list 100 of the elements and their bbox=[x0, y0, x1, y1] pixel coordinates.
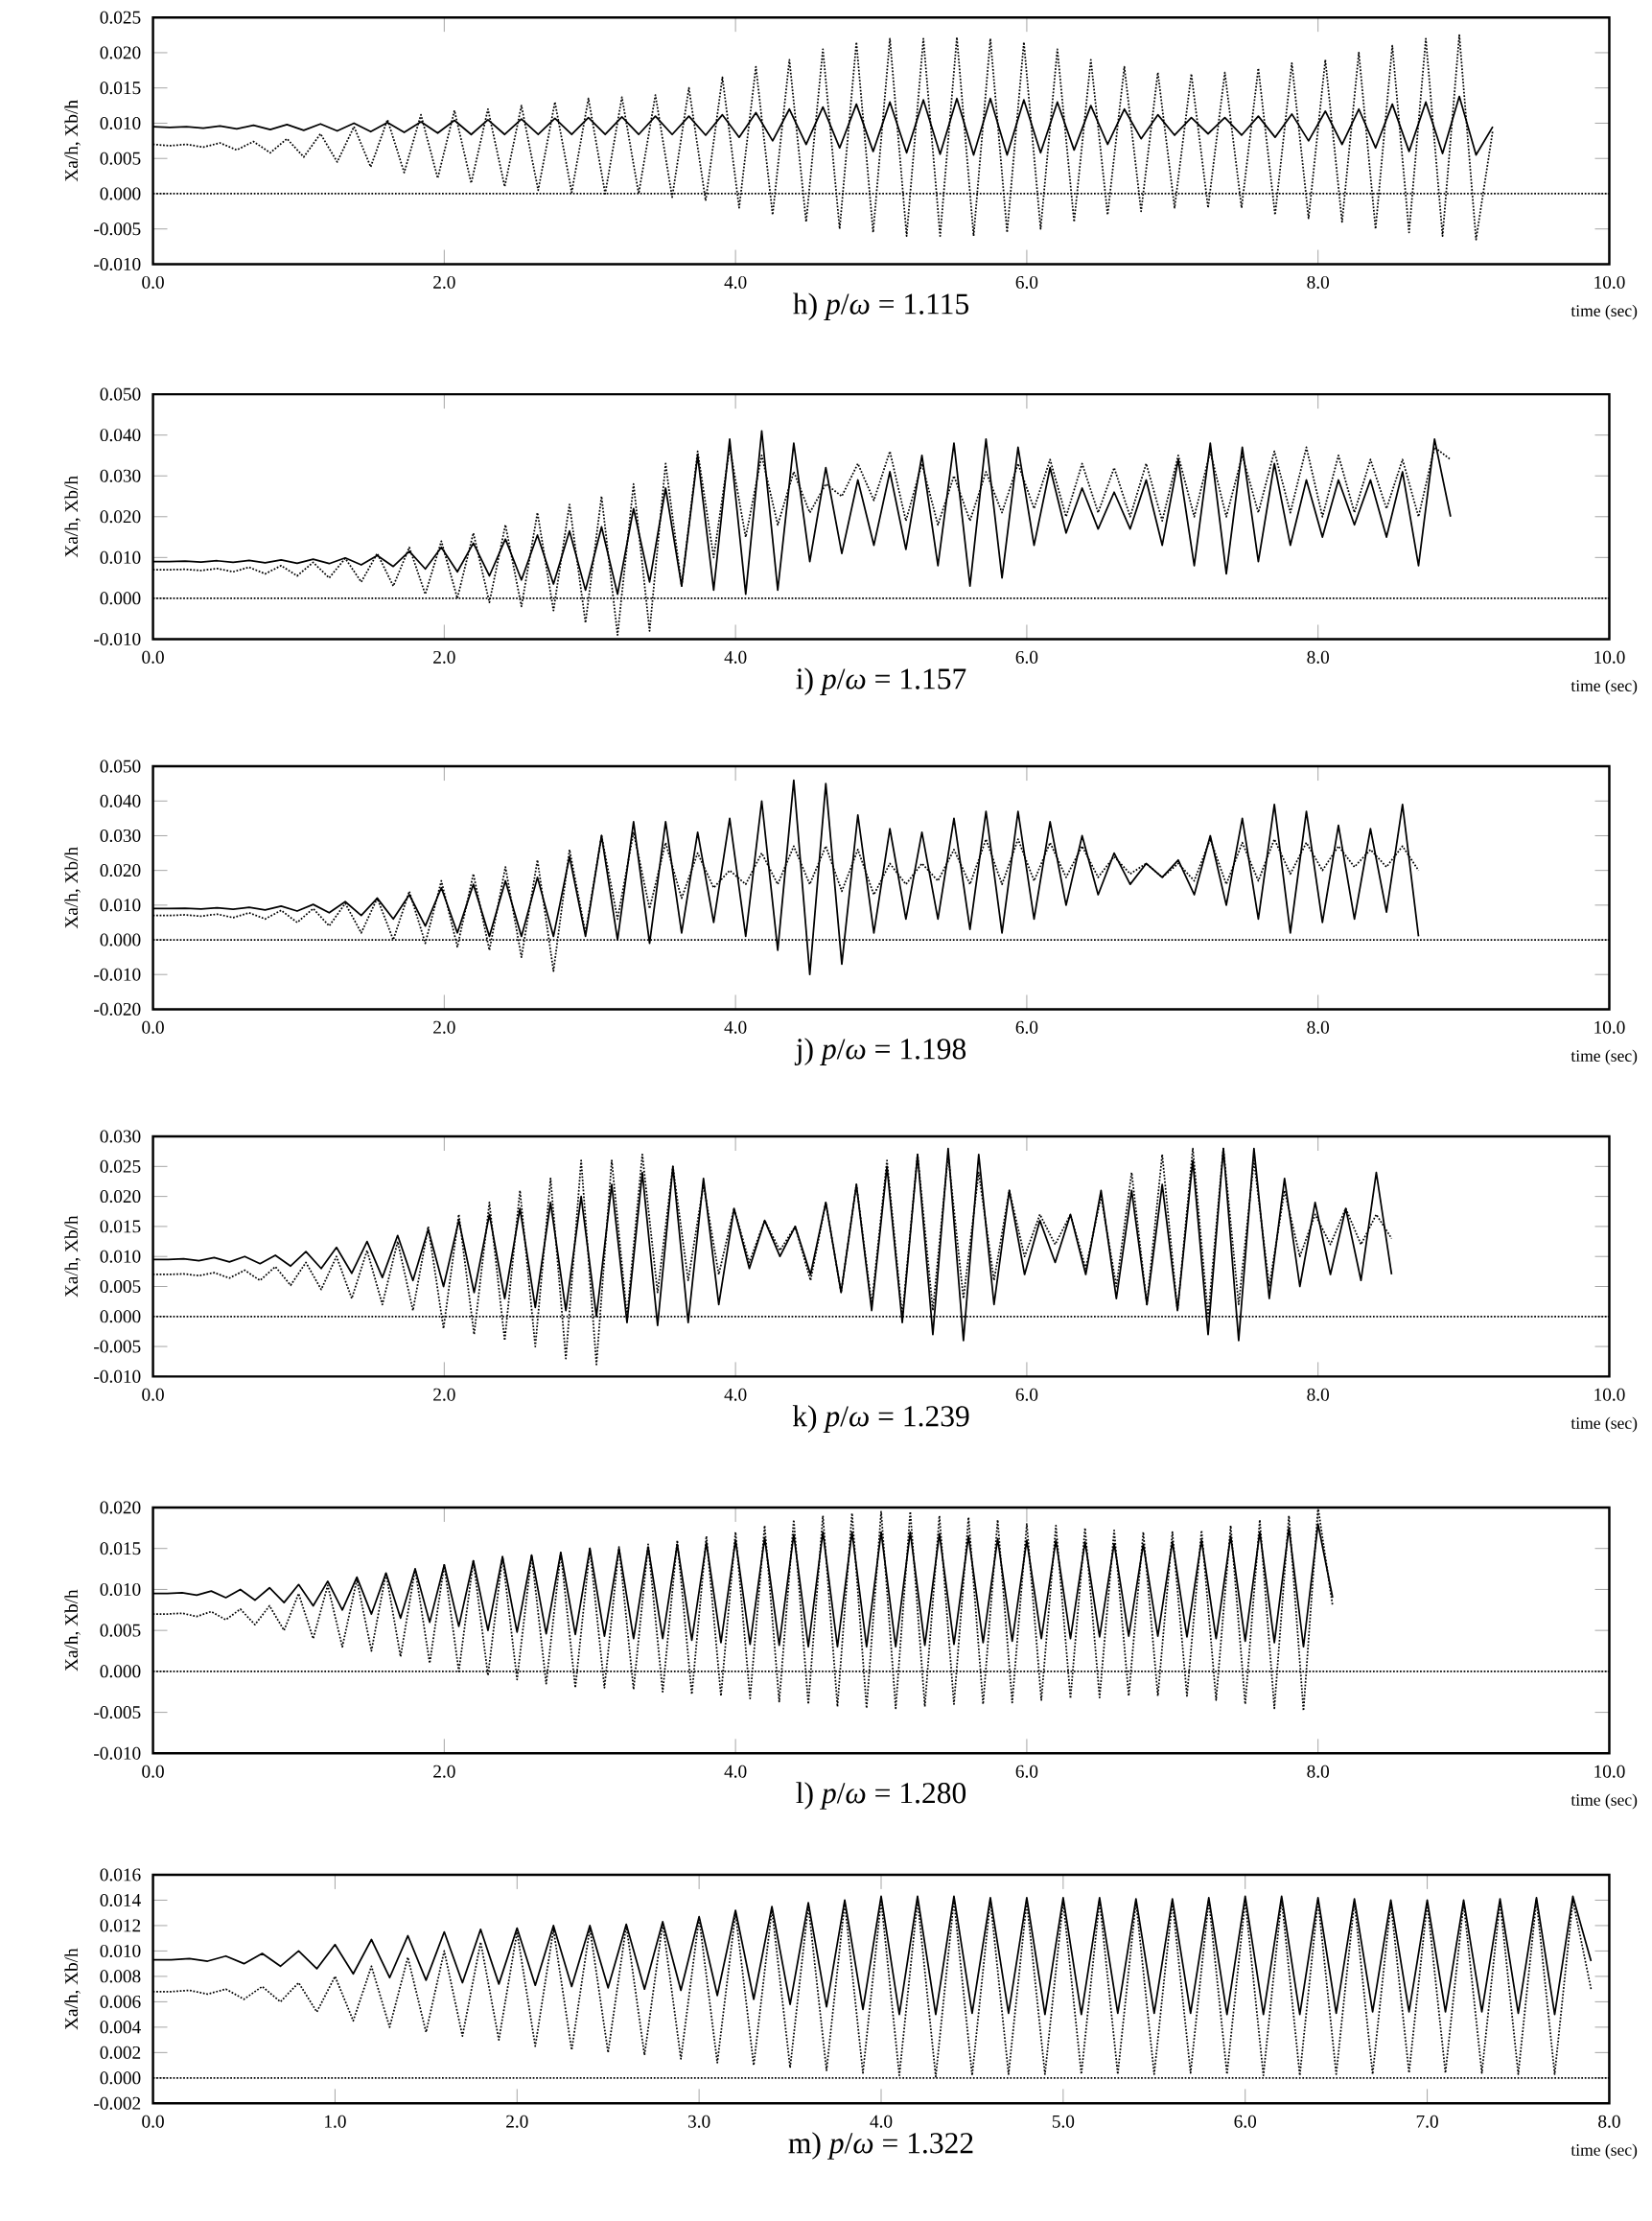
text: h) p/ω = 1.115 bbox=[793, 292, 968, 320]
y-tick-label: -0.020 bbox=[93, 1002, 141, 1016]
y-tick-label: 0.030 bbox=[100, 469, 141, 482]
y-tick-label: -0.005 bbox=[93, 222, 141, 236]
x-tick-label: 8.0 bbox=[1597, 2115, 1620, 2128]
y-axis-title: Xa/h, Xb/h bbox=[64, 847, 81, 929]
x-tick-label: 0.0 bbox=[142, 1020, 164, 1034]
x-tick-label: 0.0 bbox=[142, 1765, 164, 1778]
y-tick-label: 0.006 bbox=[100, 1995, 141, 2008]
x-tick-label: 10.0 bbox=[1594, 650, 1625, 664]
y-tick-label: -0.010 bbox=[93, 257, 141, 271]
y-tick-label: 0.050 bbox=[100, 387, 141, 401]
x-tick-label: 4.0 bbox=[724, 275, 747, 289]
y-tick-label: 0.025 bbox=[100, 1159, 141, 1173]
y-tick-label: 0.010 bbox=[100, 1250, 141, 1263]
y-tick-label: 0.010 bbox=[100, 116, 141, 130]
text: j) p/ω = 1.198 bbox=[794, 1038, 966, 1065]
y-tick-label: 0.000 bbox=[100, 187, 141, 200]
x-tick-label: 8.0 bbox=[1307, 1020, 1329, 1034]
x-tick-label: 6.0 bbox=[1015, 1020, 1038, 1034]
y-tick-label: 0.005 bbox=[100, 152, 141, 165]
text: m) p/ω = 1.322 bbox=[788, 2132, 973, 2160]
y-tick-label: 0.010 bbox=[100, 899, 141, 912]
y-tick-label: 0.040 bbox=[100, 429, 141, 442]
x-tick-label: 2.0 bbox=[432, 1765, 455, 1778]
y-tick-label: -0.010 bbox=[93, 632, 141, 645]
y-tick-label: 0.030 bbox=[100, 1130, 141, 1143]
y-tick-label: 0.020 bbox=[100, 46, 141, 59]
text: l) p/ω = 1.280 bbox=[796, 1782, 966, 1810]
y-tick-label: 0.005 bbox=[100, 1624, 141, 1637]
y-tick-label: 0.050 bbox=[100, 760, 141, 773]
text: i) p/ω = 1.157 bbox=[796, 667, 966, 695]
y-tick-label: 0.000 bbox=[100, 1310, 141, 1323]
y-tick-label: 0.015 bbox=[100, 1220, 141, 1233]
x-axis-title: time (sec) bbox=[1571, 1049, 1638, 1065]
y-tick-label: 0.008 bbox=[100, 1970, 141, 1983]
y-axis-title: Xa/h, Xb/h bbox=[64, 1215, 81, 1298]
y-tick-label: 0.016 bbox=[100, 1868, 141, 1882]
x-tick-label: 4.0 bbox=[724, 1020, 747, 1034]
x-tick-label: 4.0 bbox=[724, 650, 747, 664]
x-tick-label: 2.0 bbox=[505, 2115, 528, 2128]
x-tick-label: 7.0 bbox=[1416, 2115, 1438, 2128]
x-tick-label: 0.0 bbox=[142, 275, 164, 289]
y-tick-label: -0.010 bbox=[93, 1369, 141, 1383]
x-tick-label: 10.0 bbox=[1594, 1765, 1625, 1778]
y-axis-title: Xa/h, Xb/h bbox=[64, 1589, 81, 1672]
x-tick-label: 6.0 bbox=[1015, 650, 1038, 664]
x-tick-label: 10.0 bbox=[1594, 1388, 1625, 1401]
x-tick-label: 6.0 bbox=[1015, 1388, 1038, 1401]
x-tick-label: 4.0 bbox=[724, 1388, 747, 1401]
y-tick-label: -0.010 bbox=[93, 1746, 141, 1760]
x-tick-label: 0.0 bbox=[142, 650, 164, 664]
y-tick-label: 0.014 bbox=[100, 1893, 141, 1906]
y-tick-label: -0.002 bbox=[93, 2096, 140, 2110]
y-tick-label: 0.020 bbox=[100, 1190, 141, 1204]
x-tick-label: 10.0 bbox=[1594, 275, 1625, 289]
y-tick-label: 0.000 bbox=[100, 933, 141, 947]
y-tick-label: 0.002 bbox=[100, 2046, 140, 2059]
x-tick-label: 4.0 bbox=[724, 1765, 747, 1778]
y-tick-label: 0.025 bbox=[100, 11, 141, 24]
y-tick-label: 0.000 bbox=[100, 1665, 141, 1678]
y-axis-title: Xa/h, Xb/h bbox=[64, 1948, 81, 2030]
x-tick-label: 5.0 bbox=[1052, 2115, 1075, 2128]
x-tick-label: 8.0 bbox=[1307, 1765, 1329, 1778]
x-tick-label: 6.0 bbox=[1015, 1765, 1038, 1778]
x-axis-title: time (sec) bbox=[1571, 679, 1638, 695]
x-tick-label: 6.0 bbox=[1015, 275, 1038, 289]
x-axis-title: time (sec) bbox=[1571, 304, 1638, 320]
y-tick-label: -0.005 bbox=[93, 1706, 141, 1719]
x-tick-label: 8.0 bbox=[1307, 650, 1329, 664]
y-tick-label: 0.010 bbox=[100, 1582, 141, 1596]
y-tick-label: 0.015 bbox=[100, 1542, 141, 1555]
x-tick-label: 3.0 bbox=[687, 2115, 710, 2128]
y-tick-label: 0.020 bbox=[100, 1501, 141, 1514]
y-tick-label: 0.015 bbox=[100, 82, 141, 95]
x-tick-label: 2.0 bbox=[432, 1020, 455, 1034]
y-tick-label: 0.020 bbox=[100, 864, 141, 877]
y-tick-label: 0.010 bbox=[100, 1944, 141, 1957]
y-tick-label: 0.010 bbox=[100, 550, 141, 564]
y-tick-label: 0.012 bbox=[100, 1919, 140, 1932]
x-tick-label: 6.0 bbox=[1234, 2115, 1256, 2128]
y-axis-title: Xa/h, Xb/h bbox=[64, 100, 81, 182]
y-tick-label: 0.040 bbox=[100, 794, 141, 807]
x-tick-label: 2.0 bbox=[432, 1388, 455, 1401]
x-tick-label: 0.0 bbox=[142, 2115, 164, 2128]
y-tick-label: 0.000 bbox=[100, 2071, 141, 2085]
x-tick-label: 8.0 bbox=[1307, 1388, 1329, 1401]
x-tick-label: 10.0 bbox=[1594, 1020, 1625, 1034]
x-tick-label: 2.0 bbox=[432, 275, 455, 289]
text: k) p/ω = 1.239 bbox=[792, 1405, 969, 1433]
y-tick-label: 0.000 bbox=[100, 592, 141, 605]
x-tick-label: 0.0 bbox=[142, 1388, 164, 1401]
x-tick-label: 4.0 bbox=[870, 2115, 893, 2128]
x-axis-title: time (sec) bbox=[1571, 1416, 1638, 1433]
y-tick-label: -0.005 bbox=[93, 1340, 141, 1353]
x-tick-label: 2.0 bbox=[432, 650, 455, 664]
y-axis-title: Xa/h, Xb/h bbox=[64, 476, 81, 558]
x-tick-label: 8.0 bbox=[1307, 275, 1329, 289]
y-tick-label: 0.030 bbox=[100, 829, 141, 843]
x-tick-label: 1.0 bbox=[324, 2115, 346, 2128]
